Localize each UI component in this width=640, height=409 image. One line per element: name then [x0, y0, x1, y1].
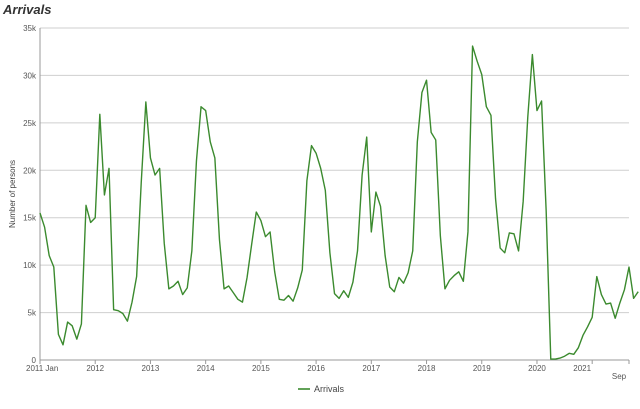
y-tick-label: 20k [23, 166, 37, 175]
series-line-arrivals[interactable] [39, 45, 639, 360]
y-tick-label: 5k [28, 309, 37, 318]
y-tick-label: 15k [23, 214, 37, 223]
y-tick-label: 0 [32, 356, 37, 365]
x-tick-label: 2013 [142, 364, 160, 373]
y-tick-label: 25k [23, 119, 37, 128]
x-tick-label: Sep [612, 372, 627, 381]
x-tick-label: 2021 [573, 364, 591, 373]
y-tick-labels: 0 5k 10k 15k 20k 25k 30k 35k [23, 24, 37, 365]
x-tick-label: 2012 [86, 364, 104, 373]
y-axis-title: Number of persons [8, 160, 17, 228]
grid-lines [40, 27, 629, 361]
x-tick-label: 2018 [418, 364, 436, 373]
x-tick-label: 2020 [528, 364, 546, 373]
y-tick-label: 30k [23, 71, 37, 80]
x-tick-label: 2014 [197, 364, 215, 373]
series-layer [39, 45, 639, 360]
x-tick-label: 2011 Jan [26, 364, 58, 373]
x-tick-label: 2019 [473, 364, 491, 373]
y-tick-label: 35k [23, 24, 37, 33]
y-tick-label: 10k [23, 261, 37, 270]
legend-label-arrivals: Arrivals [314, 384, 345, 394]
legend[interactable]: Arrivals [298, 384, 345, 394]
axes [39, 28, 630, 364]
x-tick-label: 2016 [307, 364, 325, 373]
x-tick-labels: 2011 Jan 2012 2013 2014 2015 2016 2017 2018 2019… [26, 364, 627, 381]
x-tick-label: 2015 [252, 364, 270, 373]
x-tick-label: 2017 [362, 364, 380, 373]
chart-title: Arrivals [3, 2, 52, 17]
